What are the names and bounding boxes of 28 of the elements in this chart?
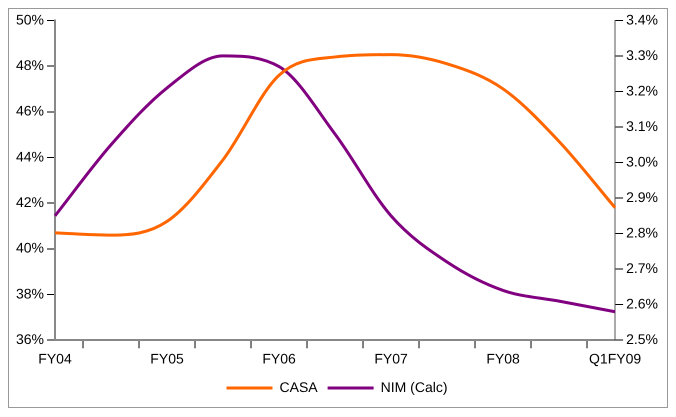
x-tick-label: FY06 xyxy=(262,350,296,366)
y2-tick-label: 3.3% xyxy=(626,46,658,63)
line-series xyxy=(54,54,617,314)
x-tick-label: FY04 xyxy=(38,350,72,366)
y-tick-label: 40% xyxy=(16,240,44,256)
x-tick-label: FY07 xyxy=(374,350,408,366)
y2-tick-label: 2.5% xyxy=(626,331,658,348)
y2-tick-label: 2.9% xyxy=(626,188,658,205)
y-tick-label: 48% xyxy=(16,56,44,73)
y-tick-label: 50% xyxy=(16,11,44,28)
y-tick-label: 36% xyxy=(16,331,44,348)
y2-tick-label: 2.8% xyxy=(626,224,658,240)
legend-label: CASA xyxy=(279,378,318,395)
x-tick-label: FY08 xyxy=(486,350,520,366)
y2-tick-label: 3.2% xyxy=(626,82,658,98)
y2-tick-label: 2.6% xyxy=(626,296,658,312)
y2-tick-label: 3.1% xyxy=(626,118,658,134)
x-tick-label: Q1FY09 xyxy=(589,350,642,366)
y-tick-label: 38% xyxy=(16,285,44,302)
y-tick-label: 44% xyxy=(16,148,44,164)
y2-tick-label: 3.4% xyxy=(626,11,658,28)
y2-tick-label: 3.0% xyxy=(626,153,658,170)
line-series xyxy=(54,53,617,237)
y-tick-label: 46% xyxy=(16,102,44,119)
x-tick-label: FY05 xyxy=(150,350,184,366)
y-tick-label: 42% xyxy=(16,194,44,210)
legend-label: NIM (Calc) xyxy=(380,378,448,395)
y2-tick-label: 2.7% xyxy=(626,260,658,276)
